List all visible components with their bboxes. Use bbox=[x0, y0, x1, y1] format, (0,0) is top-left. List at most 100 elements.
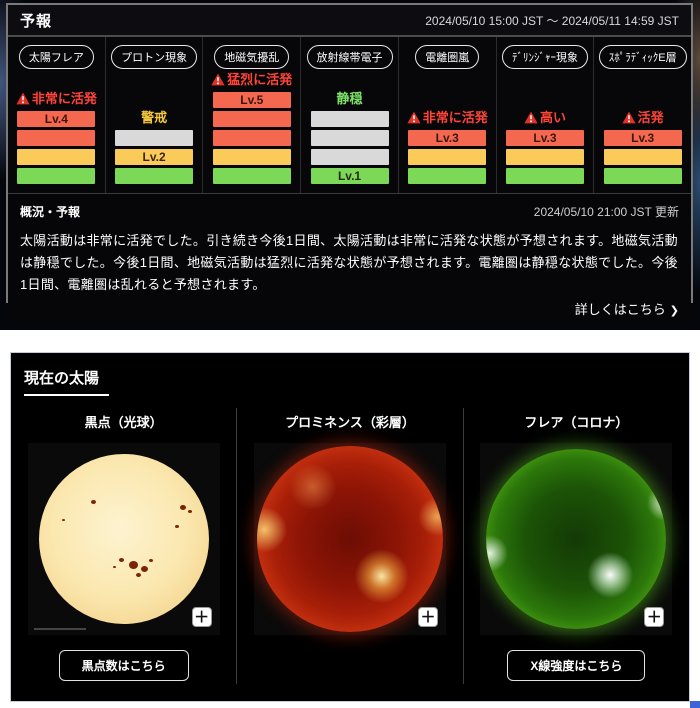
level-bars-ionospheric-storm: Lv.3 bbox=[408, 130, 487, 184]
panel-ionospheric-storm: 電離圏嵐非常に活発 Lv.3 bbox=[399, 37, 497, 193]
sun-columns: 黒点（光球） ＋ 黒点数はこちら プロミネンス（彩層） ＋ フレア（コロナ） ＋ X線強度はこ… bbox=[11, 408, 689, 684]
level-bar-current: Lv.5 bbox=[212, 92, 291, 108]
forecast-period: 2024/05/10 15:00 JST ～ 2024/05/11 14:59 … bbox=[425, 13, 679, 28]
panel-status-label: 猛烈に活発 bbox=[227, 72, 293, 87]
current-sun-title: 現在の太陽 bbox=[24, 367, 110, 396]
photosphere-disc bbox=[38, 454, 209, 624]
panel-status-dellinger: 高い bbox=[497, 111, 594, 124]
level-bar bbox=[212, 168, 291, 184]
level-bar bbox=[17, 149, 96, 165]
level-bar-current: Lv.4 bbox=[17, 111, 96, 127]
panel-tab-solar-flare[interactable]: 太陽フレア bbox=[18, 45, 94, 69]
level-bar bbox=[408, 168, 487, 184]
level-bar bbox=[603, 149, 682, 165]
warning-triangle-icon bbox=[407, 111, 421, 124]
zoom-plus-button-sunspot[interactable]: ＋ bbox=[191, 607, 212, 627]
sunspot bbox=[188, 510, 193, 514]
sun-image-prominence: ＋ bbox=[253, 443, 446, 635]
level-bar-current: Lv.2 bbox=[115, 149, 194, 165]
summary-body-text: 太陽活動は非常に活発でした。引き続き今後1日間、太陽活動は非常に活発な状態が予想… bbox=[20, 233, 678, 293]
panel-status-label: 非常に活発 bbox=[422, 110, 488, 125]
level-bars-dellinger: Lv.3 bbox=[505, 130, 584, 184]
panel-status-geomagnetic: 猛烈に活発 bbox=[203, 73, 300, 86]
level-bar-current: Lv.3 bbox=[505, 130, 584, 146]
sunspot-count-button[interactable]: 黒点数はこちら bbox=[58, 650, 189, 681]
level-bar bbox=[115, 130, 194, 146]
level-bars-radiation-belt: Lv.1 bbox=[310, 111, 389, 184]
panel-tab-proton[interactable]: プロトン現象 bbox=[111, 45, 198, 69]
panel-sporadic-e: ｽﾎﾟﾗﾃﾞｨｯｸE層活発 Lv.3 bbox=[594, 37, 691, 193]
panel-tab-ionospheric-storm[interactable]: 電離圏嵐 bbox=[415, 45, 480, 69]
panel-tab-dellinger[interactable]: ﾃﾞﾘﾝｼﾞｬｰ現象 bbox=[501, 45, 588, 69]
level-bar bbox=[505, 168, 584, 184]
zoom-plus-button-prominence[interactable]: ＋ bbox=[417, 607, 438, 627]
sunspot bbox=[113, 566, 117, 569]
level-bars-solar-flare: Lv.4 bbox=[17, 111, 96, 184]
level-bar bbox=[212, 149, 291, 165]
warning-triangle-icon bbox=[622, 111, 636, 124]
image-credit-text bbox=[33, 628, 86, 630]
panel-geomagnetic: 地磁気擾乱猛烈に活発 Lv.5 bbox=[203, 37, 302, 193]
level-bar bbox=[212, 130, 291, 146]
sunspot bbox=[118, 557, 124, 562]
panel-status-label: 高い bbox=[539, 110, 566, 125]
level-bars-geomagnetic: Lv.5 bbox=[212, 92, 291, 184]
panel-status-label: 活発 bbox=[637, 110, 664, 125]
sunspot bbox=[149, 559, 154, 563]
scroll-corner-widget[interactable] bbox=[690, 701, 700, 708]
sunspot bbox=[179, 505, 186, 510]
sun-column-corona: フレア（コロナ） ＋ X線強度はこちら bbox=[462, 408, 689, 684]
panel-tab-geomagnetic[interactable]: 地磁気擾乱 bbox=[214, 45, 290, 69]
level-bar-current: Lv.1 bbox=[310, 168, 389, 184]
panel-status-proton: 警戒 bbox=[106, 111, 203, 124]
sunspot bbox=[135, 573, 141, 577]
sun-column-sunspot: 黒点（光球） ＋ 黒点数はこちら bbox=[11, 408, 236, 684]
sun-image-label-sunspot: 黒点（光球） bbox=[84, 415, 163, 430]
panel-status-ionospheric-storm: 非常に活発 bbox=[399, 111, 496, 124]
panel-tab-radiation-belt[interactable]: 放射線帯電子 bbox=[306, 45, 393, 69]
warning-triangle-icon bbox=[211, 73, 225, 86]
level-bar bbox=[310, 130, 389, 146]
panel-status-radiation-belt: 静穏 bbox=[301, 92, 398, 105]
details-link[interactable]: 詳しくはこちら ❯ bbox=[20, 299, 679, 318]
forecast-title: 予報 bbox=[20, 12, 53, 30]
summary-updated-timestamp: 2024/05/10 21:00 JST 更新 bbox=[533, 205, 679, 219]
sun-image-sunspot: ＋ bbox=[27, 443, 220, 635]
forecast-card: 予報 2024/05/10 15:00 JST ～ 2024/05/11 14:… bbox=[6, 3, 693, 325]
level-bars-sporadic-e: Lv.3 bbox=[603, 130, 682, 184]
sunspot bbox=[140, 566, 148, 573]
forecast-header: 予報 2024/05/10 15:00 JST ～ 2024/05/11 14:… bbox=[8, 5, 691, 37]
level-bar bbox=[310, 149, 389, 165]
level-bar bbox=[17, 168, 96, 184]
details-link-label: 詳しくはこちら bbox=[574, 302, 666, 318]
panel-tab-sporadic-e[interactable]: ｽﾎﾟﾗﾃﾞｨｯｸE層 bbox=[598, 45, 687, 69]
panel-status-sporadic-e: 活発 bbox=[594, 111, 691, 124]
summary-section: 概況・予報 2024/05/10 21:00 JST 更新 太陽活動は非常に活発… bbox=[8, 193, 691, 325]
level-bar bbox=[505, 149, 584, 165]
level-bar bbox=[603, 168, 682, 184]
sun-column-prominence: プロミネンス（彩層） ＋ bbox=[236, 408, 462, 684]
sunspot bbox=[128, 561, 138, 570]
chevron-right-icon: ❯ bbox=[669, 305, 679, 318]
level-bar bbox=[408, 149, 487, 165]
sunspot bbox=[91, 499, 97, 504]
xray-intensity-button[interactable]: X線強度はこちら bbox=[507, 650, 646, 681]
level-bars-proton: Lv.2 bbox=[115, 130, 194, 184]
level-bar-current: Lv.3 bbox=[603, 130, 682, 146]
level-bar bbox=[115, 168, 194, 184]
sunspot bbox=[62, 518, 66, 521]
panel-proton: プロトン現象警戒 Lv.2 bbox=[106, 37, 204, 193]
corona-disc bbox=[486, 449, 667, 629]
prominence-disc bbox=[256, 446, 443, 632]
panel-status-label: 非常に活発 bbox=[31, 91, 97, 106]
zoom-plus-button-corona[interactable]: ＋ bbox=[644, 607, 665, 627]
forecast-panels: 太陽フレア非常に活発 Lv.4 プロトン現象警戒 Lv.2 地磁気擾乱猛烈に活発 Lv.5… bbox=[8, 37, 691, 193]
current-sun-card: 現在の太陽 黒点（光球） ＋ 黒点数はこちら プロミネンス（彩層） ＋ フレア（コロナ） ＋… bbox=[10, 352, 690, 702]
sun-image-corona: ＋ bbox=[480, 443, 673, 635]
panel-dellinger: ﾃﾞﾘﾝｼﾞｬｰ現象高い Lv.3 bbox=[497, 37, 595, 193]
level-bar bbox=[17, 130, 96, 146]
level-bar bbox=[310, 111, 389, 127]
panel-status-solar-flare: 非常に活発 bbox=[8, 92, 105, 105]
panel-status-label: 警戒 bbox=[141, 110, 168, 125]
sun-image-label-corona: フレア（コロナ） bbox=[524, 415, 629, 430]
